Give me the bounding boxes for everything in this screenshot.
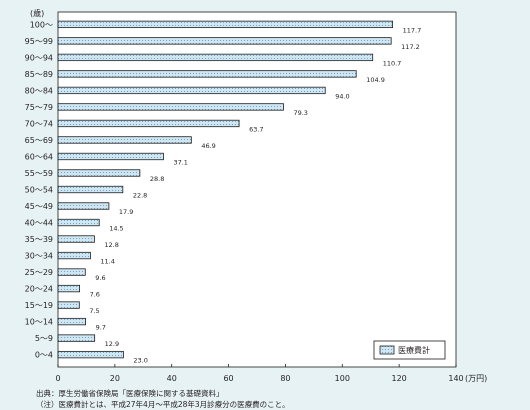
x-unit-label: (万円) bbox=[465, 374, 487, 383]
data-label: 117.7 bbox=[403, 26, 422, 34]
legend-swatch bbox=[379, 345, 395, 355]
bar bbox=[57, 317, 86, 326]
data-label: 110.7 bbox=[383, 59, 402, 67]
data-label: 94.0 bbox=[335, 92, 349, 100]
category-label: 55～59 bbox=[25, 169, 53, 178]
category-label: 80～84 bbox=[25, 86, 53, 95]
y-unit-label: (歳) bbox=[30, 8, 44, 18]
legend-box bbox=[373, 340, 446, 360]
bar bbox=[57, 103, 284, 111]
footnote: （注）医療費計とは、平成27年4月～平成28年3月診療分の医療費のこと。 bbox=[36, 399, 290, 409]
category-label: 5～9 bbox=[35, 334, 53, 343]
data-label: 23.0 bbox=[133, 357, 147, 365]
category-label: 100～ bbox=[30, 20, 53, 29]
bar bbox=[57, 251, 91, 260]
data-label: 28.8 bbox=[150, 175, 164, 183]
category-label: 30～34 bbox=[25, 252, 53, 261]
data-label: 17.9 bbox=[119, 208, 133, 216]
data-label: 12.8 bbox=[104, 241, 118, 249]
category-label: 25～29 bbox=[25, 268, 53, 277]
x-tick-label: 80 bbox=[280, 374, 290, 383]
category-label: 95～99 bbox=[25, 37, 53, 46]
bar bbox=[57, 20, 394, 29]
bar bbox=[57, 185, 124, 194]
x-tick-label: 0 bbox=[55, 374, 60, 383]
data-label: 22.8 bbox=[133, 192, 147, 200]
bar bbox=[57, 218, 100, 227]
bar bbox=[57, 53, 374, 62]
data-label: 9.6 bbox=[95, 274, 105, 282]
data-label: 79.3 bbox=[293, 109, 307, 117]
data-label: 7.5 bbox=[89, 307, 99, 315]
category-label: 40～44 bbox=[25, 219, 53, 228]
bar-group: 0～4 23.0 5～9 12.9 10～14 9.7 15～19 7.5 20～24 7.6 25… bbox=[25, 20, 422, 364]
x-tick-label: 100 bbox=[335, 374, 350, 383]
data-label: 14.5 bbox=[109, 225, 123, 233]
category-label: 60～64 bbox=[25, 152, 53, 161]
bar bbox=[57, 37, 392, 45]
x-tick-label: 20 bbox=[110, 374, 120, 383]
x-tick-label: 60 bbox=[223, 374, 233, 383]
category-label: 15～19 bbox=[25, 301, 53, 310]
category-label: 20～24 bbox=[25, 285, 53, 294]
data-label: 12.9 bbox=[105, 340, 119, 348]
bar bbox=[57, 350, 124, 359]
data-label: 117.2 bbox=[401, 43, 420, 51]
category-label: 35～39 bbox=[25, 235, 53, 244]
x-axis-ticks: 0 20 40 60 80 100 120 140 bbox=[55, 364, 464, 383]
bar bbox=[57, 119, 240, 128]
legend: 医療費計 bbox=[373, 340, 446, 360]
category-label: 75～79 bbox=[25, 103, 53, 112]
bar bbox=[57, 70, 357, 78]
category-label: 10～14 bbox=[25, 318, 53, 327]
bar bbox=[57, 301, 80, 309]
category-label: 85～89 bbox=[25, 70, 53, 79]
data-label: 37.1 bbox=[173, 158, 187, 166]
category-label: 0～4 bbox=[35, 351, 53, 360]
x-tick-label: 120 bbox=[391, 374, 406, 383]
bar bbox=[57, 235, 95, 243]
data-label: 7.6 bbox=[90, 291, 100, 299]
data-label: 11.4 bbox=[100, 258, 114, 266]
category-label: 45～49 bbox=[25, 202, 53, 211]
category-label: 50～54 bbox=[25, 186, 53, 195]
bar bbox=[57, 152, 164, 161]
bar bbox=[57, 284, 81, 293]
bar bbox=[57, 169, 141, 177]
category-label: 70～74 bbox=[25, 119, 53, 128]
bar bbox=[57, 334, 96, 342]
bar bbox=[57, 86, 326, 95]
x-tick-label: 140 bbox=[448, 374, 463, 383]
data-label: 46.9 bbox=[201, 142, 215, 150]
bar bbox=[57, 136, 192, 144]
bar bbox=[57, 202, 110, 210]
data-label: 104.9 bbox=[366, 76, 385, 84]
source-note: 出典：厚生労働省保険局「医療保険に関する基礎資料」 bbox=[36, 388, 224, 398]
data-label: 63.7 bbox=[249, 125, 263, 133]
legend-label: 医療費計 bbox=[398, 345, 430, 355]
data-label: 9.7 bbox=[96, 324, 106, 332]
x-tick-label: 40 bbox=[167, 374, 177, 383]
category-label: 90～94 bbox=[25, 53, 53, 62]
category-label: 65～69 bbox=[25, 136, 53, 145]
bar bbox=[57, 268, 86, 276]
